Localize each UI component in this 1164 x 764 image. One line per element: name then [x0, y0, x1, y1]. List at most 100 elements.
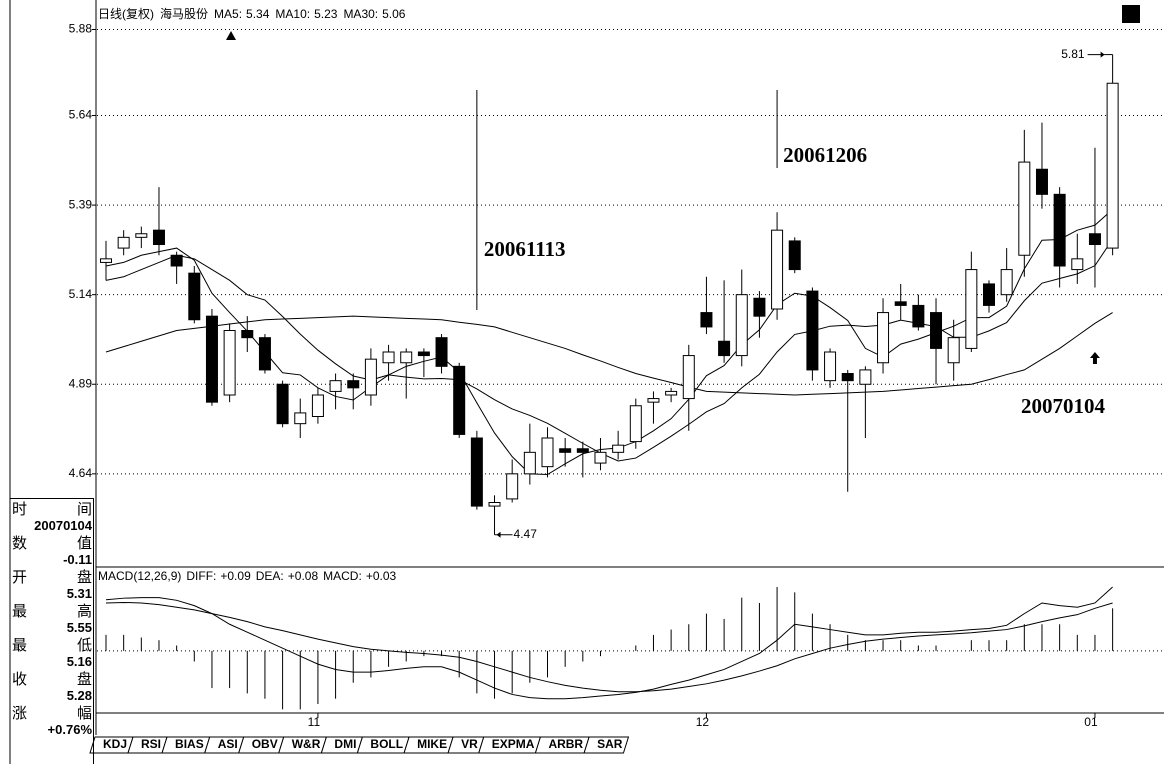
window-button[interactable]	[1122, 5, 1140, 23]
candle-body	[824, 351, 837, 382]
indicator-tab[interactable]: KDJ	[89, 736, 134, 754]
indicator-tab[interactable]: ARBR	[534, 736, 590, 754]
info-value: 5.16	[66, 654, 92, 669]
candle-body	[718, 340, 731, 357]
tab-label: W&R	[292, 737, 321, 751]
candle-body	[205, 315, 218, 403]
legend-label: MA30:	[343, 7, 378, 21]
candle-body	[806, 290, 819, 371]
max-label: 5.81	[1061, 47, 1085, 61]
annotation: 20061206	[783, 143, 867, 167]
info-value: +0.76%	[47, 722, 92, 737]
candle-body	[400, 351, 413, 364]
indicator-title: MACD(12,26,9)	[98, 569, 181, 583]
candle-body	[1035, 168, 1048, 195]
candle-body	[100, 258, 112, 263]
candle-body	[735, 294, 748, 357]
candle-body	[152, 229, 165, 246]
info-label: 涨幅	[12, 705, 92, 721]
indicator-tab[interactable]: EXPMA	[478, 736, 542, 754]
legend-label: MA5:	[214, 7, 242, 21]
tab-label: MIKE	[417, 737, 447, 751]
y-tick-label: 5.39	[69, 197, 93, 211]
stock-name: 海马股份	[160, 6, 208, 21]
indicator-tab[interactable]: RSI	[127, 736, 168, 754]
legend-value: 5.06	[382, 7, 406, 21]
info-label: 开盘	[12, 569, 92, 585]
info-value: -0.11	[63, 552, 92, 567]
info-panel: 时间 20070104 数值 -0.11 开盘 5.31 最高 5.55 最低 5.16 收盘 5.2…	[10, 498, 94, 764]
tab-label: BOLL	[370, 737, 403, 751]
min-arrow-head	[496, 531, 501, 538]
candle-body	[523, 451, 536, 475]
candle-body	[258, 337, 271, 371]
candle-body	[311, 394, 324, 417]
candle-body	[612, 444, 625, 453]
indicator-tab[interactable]: MIKE	[403, 736, 454, 754]
legend-label: DEA:	[256, 569, 284, 583]
candle-body	[188, 272, 201, 321]
event-marker	[226, 31, 236, 40]
candle-body	[135, 233, 148, 238]
candle-body	[1071, 258, 1084, 271]
indicator-tab[interactable]: ASI	[204, 736, 245, 754]
macd-line	[105, 586, 1113, 700]
candle-body	[1018, 161, 1031, 256]
y-tick-label: 5.64	[69, 108, 93, 122]
tab-label: VR	[461, 737, 478, 751]
candle-body	[753, 297, 766, 317]
y-tick-label: 5.88	[69, 22, 93, 36]
info-label: 收盘	[12, 671, 92, 687]
candle-body	[894, 301, 907, 306]
candle-body	[965, 269, 978, 349]
tab-label: SAR	[597, 737, 623, 751]
chart-title: 日线(复权)	[98, 7, 154, 21]
candle-body	[470, 437, 483, 507]
max-arrow-head	[1100, 51, 1105, 58]
x-tick-label: 11	[308, 715, 321, 729]
candle-body	[364, 358, 377, 396]
min-label: 4.47	[514, 527, 538, 541]
tab-shape	[583, 736, 630, 754]
annotation-arrow	[1089, 352, 1100, 364]
legend-value: +0.08	[288, 569, 319, 583]
tab-label: BIAS	[175, 737, 204, 751]
indicator-tab[interactable]: BIAS	[161, 736, 211, 754]
candle-body	[1088, 233, 1101, 245]
candle-body	[665, 390, 678, 396]
info-label: 最高	[12, 603, 92, 619]
macd-line	[105, 601, 1113, 693]
candle-body	[541, 437, 554, 468]
candle-body	[682, 355, 695, 400]
x-tick-label: 12	[696, 715, 710, 729]
candle-body	[576, 448, 589, 453]
candle-body	[382, 351, 395, 364]
info-label: 时间	[12, 501, 92, 517]
indicator-tab[interactable]: W&R	[278, 736, 328, 754]
legend-value: +0.09	[220, 569, 251, 583]
legend-value: +0.03	[366, 569, 397, 583]
tab-label: RSI	[141, 737, 161, 751]
indicator-tab[interactable]: DMI	[320, 736, 364, 754]
legend-label: DIFF:	[186, 569, 216, 583]
candle-body	[329, 380, 342, 392]
legend-label: MA10:	[275, 7, 310, 21]
info-value: 5.31	[66, 586, 92, 601]
ma-line	[105, 209, 1113, 476]
indicator-tab[interactable]: OBV	[238, 736, 285, 754]
y-tick-label: 4.89	[69, 376, 93, 390]
candle-body	[117, 236, 130, 249]
indicator-tab[interactable]: BOLL	[356, 736, 410, 754]
x-tick-label: 01	[1084, 715, 1098, 729]
tab-label: OBV	[252, 737, 278, 751]
info-value: 5.28	[66, 688, 92, 703]
indicator-tab[interactable]: VR	[447, 736, 485, 754]
info-value: 5.55	[66, 620, 92, 635]
y-tick-label: 4.64	[69, 466, 93, 480]
legend-label: MACD:	[323, 569, 362, 583]
candle-body	[930, 312, 943, 349]
candle-body	[347, 380, 360, 389]
indicator-tab[interactable]: SAR	[583, 736, 630, 754]
tab-label: ASI	[218, 737, 238, 751]
